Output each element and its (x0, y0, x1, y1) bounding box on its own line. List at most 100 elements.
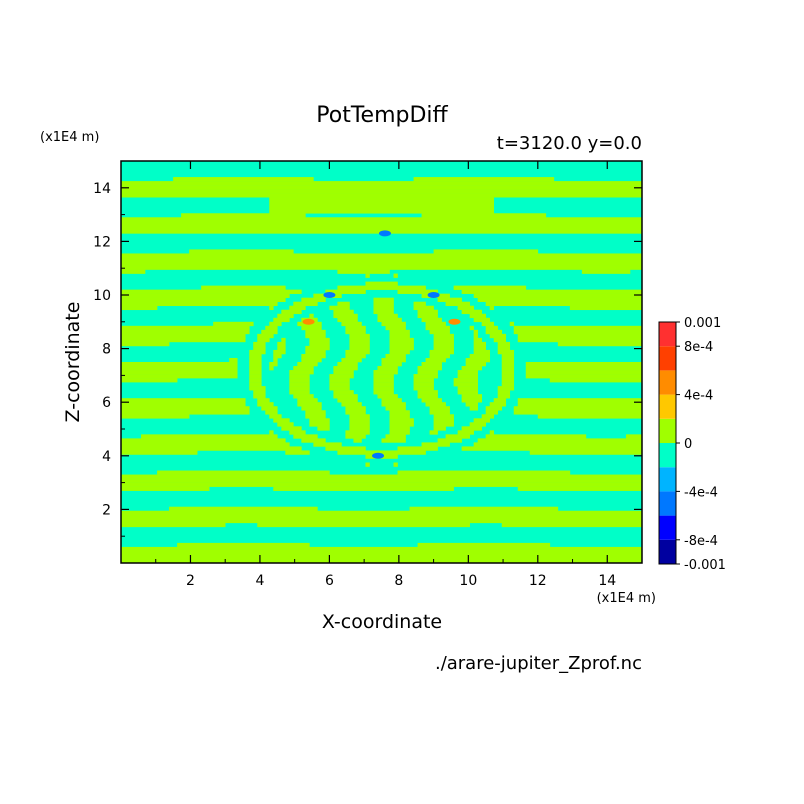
heatmap-cell (385, 406, 406, 411)
heatmap-cell (121, 297, 286, 302)
heatmap-cell (281, 337, 286, 343)
heatmap-cell (473, 317, 491, 323)
colorbar-band (659, 491, 676, 516)
heatmap-cell (381, 357, 406, 363)
heatmap-cell (329, 386, 350, 391)
heatmap-cell (469, 422, 486, 427)
heatmap-cell (273, 317, 290, 323)
heatmap-cell (269, 366, 274, 371)
heatmap-cell (121, 518, 643, 524)
heatmap-cell (121, 366, 238, 371)
y-tick-label: 12 (93, 234, 111, 250)
heatmap-cell (121, 301, 278, 307)
heatmap-cell (469, 313, 486, 319)
heatmap-cell (333, 394, 358, 399)
heatmap-cell (537, 414, 643, 419)
heatmap-cell (373, 382, 394, 387)
x-tick-label: 2 (186, 573, 195, 589)
colorbar-band (659, 370, 676, 395)
heatmap-cell (289, 370, 314, 375)
heatmap-cell (477, 438, 643, 443)
heatmap-cell (121, 450, 198, 455)
heatmap-cell (461, 366, 482, 371)
heatmap-cell (121, 370, 238, 375)
heatmap-cell (433, 337, 454, 343)
heatmap-cell (461, 426, 482, 431)
heatmap-cell (121, 265, 643, 270)
colorbar-band (659, 443, 676, 468)
heatmap-cell (269, 205, 495, 210)
heatmap-cell (397, 289, 438, 294)
heatmap-cell (285, 450, 310, 455)
heatmap-cell (501, 362, 515, 367)
heatmap-cell (433, 249, 539, 254)
heatmap-cell (413, 177, 555, 182)
heatmap-cell (501, 374, 515, 379)
heatmap-cell (489, 333, 507, 339)
heatmap-cell (229, 357, 238, 363)
heatmap-cell (557, 341, 643, 347)
y-tick-label: 6 (102, 395, 111, 411)
heatmap-cell (365, 273, 370, 278)
heatmap-cell (549, 378, 643, 383)
heatmap-cell (501, 357, 515, 363)
heatmap-cell (301, 297, 326, 302)
heatmap-cell (253, 394, 266, 399)
x-tick-label: 4 (255, 573, 264, 589)
heatmap-cell (121, 333, 246, 339)
heatmap-cell (485, 329, 503, 335)
heatmap-cell (249, 362, 262, 367)
heatmap-cell (473, 337, 482, 343)
heatmap-cell (473, 341, 486, 347)
heatmap-cell (353, 438, 362, 443)
x-tick-label: 12 (529, 573, 547, 589)
heatmap-cell (473, 329, 478, 335)
heatmap-cell (249, 382, 262, 387)
heatmap-cell (345, 410, 366, 415)
heatmap-cell (189, 249, 294, 254)
colorbar-band (659, 346, 676, 371)
heatmap-cell (373, 297, 394, 302)
heatmap-cell (517, 402, 643, 407)
heatmap-cell (481, 321, 495, 327)
heatmap-cell (333, 390, 354, 395)
heatmap-cell (121, 341, 170, 347)
colorbar-label: -8e-4 (684, 534, 718, 549)
heatmap-cell (333, 313, 358, 319)
heatmap-cell (381, 362, 402, 367)
heatmap-cell (257, 337, 270, 343)
colorbar-label: 4e-4 (684, 389, 713, 404)
heatmap-cell (485, 301, 643, 307)
heatmap-cell (457, 370, 478, 375)
heatmap-cell (157, 470, 330, 475)
heatmap-cell (513, 325, 643, 331)
heatmap-cell (121, 193, 643, 198)
heatmap-cell (349, 337, 370, 343)
heatmap-cell (333, 309, 354, 315)
heatmap-cell (389, 333, 410, 339)
heatmap-cell (257, 402, 274, 407)
heatmap-cell (417, 390, 438, 395)
chart-subtitle: t=3120.0 y=0.0 (497, 133, 642, 154)
heatmap-cell (393, 462, 398, 467)
heatmap-cell (373, 374, 394, 379)
heatmap-cell (337, 450, 426, 455)
heatmap-cell (121, 305, 158, 311)
heatmap-cell (121, 225, 643, 230)
heatmap-cell (389, 422, 414, 427)
heatmap-cell (121, 329, 250, 335)
heatmap-cell (457, 390, 478, 395)
heatmap-cell (301, 438, 326, 443)
heatmap-cell (497, 345, 511, 351)
heatmap-cell (417, 394, 438, 399)
heatmap-cell (121, 402, 246, 407)
heatmap-cell (381, 321, 406, 327)
heatmap-cell (309, 337, 330, 343)
heatmap-cell (121, 217, 643, 222)
heatmap-cell (525, 374, 643, 379)
heatmap-cell (121, 514, 643, 520)
heatmap-cell (293, 301, 318, 307)
heatmap-cell (473, 418, 491, 423)
x-axis-label: X-coordinate (322, 611, 442, 633)
chart-title: PotTempDiff (316, 103, 448, 128)
